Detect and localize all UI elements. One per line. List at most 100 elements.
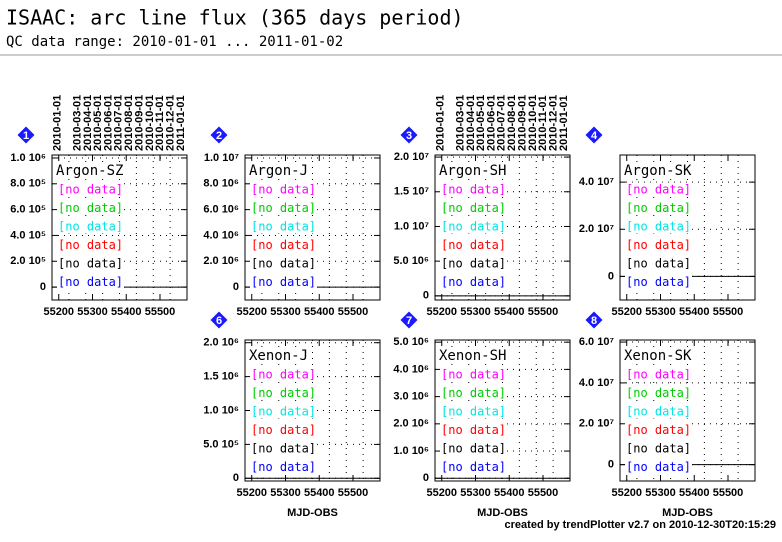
- panel-badge: [585, 311, 603, 329]
- legend-entry: [no data]: [441, 220, 506, 234]
- x-tick-label: 55200: [236, 487, 267, 499]
- page-subtitle: QC data range: 2010-01-01 ... 2011-01-02: [6, 34, 343, 50]
- top-tick-label: 2010-12-01: [164, 95, 176, 151]
- legend-entry: [no data]: [441, 386, 506, 400]
- y-tick-label: 4.0 10⁶: [393, 363, 429, 375]
- x-axis-label: MJD-OBS: [287, 507, 338, 519]
- plot-frame: [434, 339, 571, 482]
- legend-entry: [no data]: [441, 460, 506, 474]
- x-tick-label: 55400: [679, 487, 710, 499]
- legend-bg: [440, 256, 508, 271]
- y-tick-label: 0: [423, 290, 429, 302]
- legend-entry: [no data]: [58, 201, 123, 215]
- y-tick-label: 1.0 10⁶: [203, 404, 239, 416]
- legend-entry: [no data]: [58, 183, 123, 197]
- panel-badge: [400, 126, 418, 144]
- legend-entry: [no data]: [251, 368, 316, 382]
- top-tick-label: 2010-11-01: [154, 95, 166, 151]
- legend-bg: [440, 423, 508, 437]
- legend-entry: [no data]: [58, 238, 123, 252]
- y-tick-label: 0: [608, 459, 614, 471]
- top-tick-label: 2010-05-01: [475, 95, 487, 151]
- legend-bg: [250, 423, 318, 437]
- y-tick-label: 1.0 10⁷: [204, 152, 240, 164]
- y-tick-label: 5.0 10⁶: [393, 255, 429, 267]
- top-tick-label: 2010-08-01: [123, 95, 135, 151]
- top-tick-label: 2010-09-01: [517, 95, 529, 151]
- x-tick-label: 55400: [304, 306, 335, 318]
- x-tick-label: 55400: [304, 487, 335, 499]
- legend-bg: [250, 182, 318, 197]
- y-tick-label: 6.0 10⁵: [10, 204, 46, 216]
- panel-number: 1: [23, 130, 29, 142]
- legend-entry: [no data]: [626, 442, 691, 456]
- y-tick-label: 1.5 10⁶: [203, 371, 239, 383]
- legend-bg: [625, 256, 693, 271]
- legend-entry: [no data]: [441, 275, 506, 289]
- legend-entry: [no data]: [626, 368, 691, 382]
- title-bg: [248, 163, 310, 179]
- legend-bg: [625, 460, 693, 474]
- y-tick-label: 1.0 10⁶: [10, 152, 46, 164]
- top-tick-label: 2010-04-01: [82, 95, 94, 151]
- y-tick-label: 0: [608, 270, 614, 282]
- top-tick-label: 2010-12-01: [547, 95, 559, 151]
- legend-entry: [no data]: [626, 183, 691, 197]
- legend-entry: [no data]: [441, 238, 506, 252]
- legend-entry: [no data]: [58, 257, 123, 271]
- legend-entry: [no data]: [626, 423, 691, 437]
- legend-entry: [no data]: [441, 368, 506, 382]
- panel-number: 7: [406, 315, 412, 327]
- x-tick-label: 55300: [270, 306, 301, 318]
- legend-bg: [625, 182, 693, 197]
- legend-bg: [57, 219, 125, 234]
- top-tick-label: 2010-01-01: [435, 95, 447, 151]
- x-tick-label: 55400: [679, 306, 710, 318]
- legend-entry: [no data]: [626, 238, 691, 252]
- legend-bg: [625, 275, 693, 289]
- x-tick-label: 55200: [236, 306, 267, 318]
- x-tick-label: 55400: [494, 306, 525, 318]
- legend-entry: [no data]: [251, 423, 316, 437]
- legend-entry: [no data]: [441, 257, 506, 271]
- top-tick-label: 2010-06-01: [103, 95, 115, 151]
- legend-entry: [no data]: [58, 220, 123, 234]
- top-tick-label: 2010-10-01: [144, 95, 156, 151]
- legend-entry: [no data]: [251, 183, 316, 197]
- legend-bg: [57, 238, 125, 252]
- legend-entry: [no data]: [58, 275, 123, 289]
- y-tick-label: 2.0 10⁶: [393, 418, 429, 430]
- legend-entry: [no data]: [251, 386, 316, 400]
- legend-bg: [250, 441, 318, 456]
- legend-bg: [57, 256, 125, 271]
- top-tick-label: 2010-11-01: [537, 95, 549, 151]
- legend-bg: [625, 367, 693, 382]
- y-tick-label: 8.0 10⁵: [10, 178, 46, 190]
- legend-entry: [no data]: [441, 405, 506, 419]
- footer: created by trendPlotter v2.7 on 2010-12-…: [505, 519, 776, 531]
- panel-badge: [400, 311, 418, 329]
- title-bg: [55, 163, 125, 179]
- y-tick-label: 2.0 10⁷: [579, 418, 615, 430]
- legend-entry: [no data]: [251, 238, 316, 252]
- y-tick-label: 2.0 10⁶: [203, 337, 239, 349]
- legend-entry: [no data]: [626, 405, 691, 419]
- legend-bg: [440, 441, 508, 456]
- y-tick-label: 4.0 10⁵: [10, 229, 46, 241]
- top-tick-label: 2010-07-01: [496, 95, 508, 151]
- x-tick-label: 55300: [460, 306, 491, 318]
- x-tick-label: 55300: [460, 487, 491, 499]
- legend-bg: [250, 404, 318, 419]
- top-tick-label: 2010-06-01: [486, 95, 498, 151]
- x-tick-label: 55200: [611, 487, 642, 499]
- y-tick-label: 4.0 10⁷: [579, 176, 615, 188]
- y-tick-label: 0: [40, 281, 46, 293]
- top-tick-label: 2011-01-01: [558, 95, 570, 151]
- top-tick-label: 2010-10-01: [527, 95, 539, 151]
- x-tick-label: 55500: [713, 306, 744, 318]
- x-tick-label: 55500: [145, 306, 176, 318]
- panel-badge: [210, 126, 228, 144]
- legend-bg: [250, 238, 318, 252]
